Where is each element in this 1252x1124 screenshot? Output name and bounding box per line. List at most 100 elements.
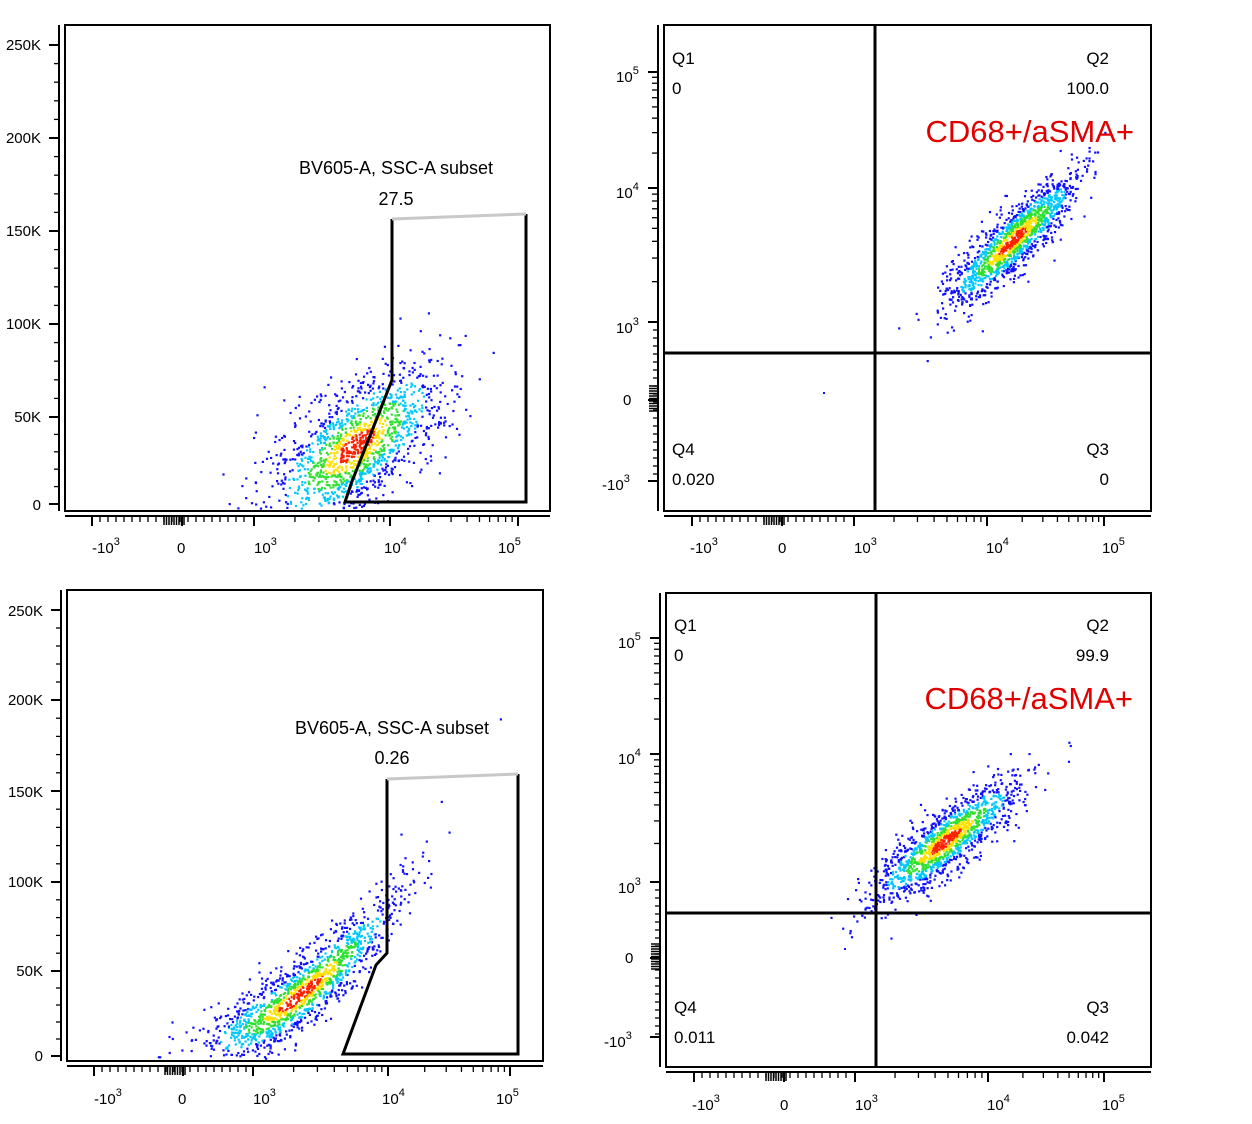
scatter-point bbox=[355, 490, 358, 493]
scatter-point bbox=[397, 459, 400, 462]
scatter-point bbox=[324, 939, 328, 942]
scatter-point bbox=[1052, 214, 1055, 217]
scatter-point bbox=[312, 461, 315, 464]
scatter-point bbox=[279, 994, 283, 997]
scatter-point bbox=[241, 992, 244, 995]
scatter-point bbox=[243, 1036, 247, 1039]
scatter-point bbox=[326, 956, 329, 959]
scatter-point bbox=[276, 480, 279, 483]
scatter-point bbox=[352, 443, 356, 446]
scatter-point bbox=[391, 420, 394, 423]
scatter-point bbox=[1079, 179, 1083, 182]
scatter-point bbox=[943, 832, 946, 835]
scatter-point bbox=[303, 957, 306, 960]
scatter-point bbox=[212, 1048, 216, 1051]
scatter-point bbox=[346, 973, 349, 977]
scatter-point bbox=[377, 480, 380, 484]
scatter-point bbox=[357, 926, 361, 929]
scatter-point bbox=[363, 428, 366, 431]
scatter-point bbox=[1088, 160, 1091, 163]
scatter-point bbox=[389, 393, 392, 396]
scatter-point bbox=[245, 1023, 248, 1026]
scatter-point bbox=[996, 259, 999, 263]
scatter-point bbox=[294, 1049, 297, 1052]
scatter-point bbox=[395, 452, 398, 455]
scatter-point bbox=[1039, 235, 1042, 239]
scatter-point bbox=[286, 973, 289, 977]
scatter-point bbox=[335, 995, 338, 998]
scatter-point bbox=[334, 484, 337, 487]
scatter-point bbox=[1032, 255, 1035, 258]
scatter-point bbox=[911, 867, 914, 871]
scatter-point bbox=[267, 450, 270, 453]
scatter-point bbox=[461, 375, 464, 378]
scatter-point bbox=[306, 490, 309, 493]
scatter-point bbox=[313, 491, 316, 494]
scatter-point bbox=[332, 492, 335, 495]
scatter-point bbox=[390, 420, 393, 423]
scatter-point bbox=[393, 426, 397, 429]
scatter-point bbox=[399, 402, 402, 405]
scatter-point bbox=[294, 1044, 297, 1047]
scatter-point bbox=[292, 448, 295, 451]
y-tick-label: 150K bbox=[8, 784, 43, 801]
scatter-point bbox=[980, 265, 984, 268]
scatter-point bbox=[318, 451, 322, 454]
scatter-point bbox=[339, 963, 342, 966]
scatter-point bbox=[291, 1023, 294, 1026]
scatter-point bbox=[320, 395, 323, 398]
scatter-point bbox=[220, 1040, 223, 1044]
scatter-point bbox=[387, 374, 390, 377]
scatter-point bbox=[279, 974, 282, 977]
scatter-point bbox=[1004, 194, 1007, 197]
scatter-point bbox=[346, 936, 349, 939]
scatter-point bbox=[960, 298, 963, 301]
scatter-point bbox=[1027, 246, 1030, 249]
scatter-point bbox=[227, 1014, 230, 1017]
scatter-point bbox=[362, 375, 366, 378]
scatter-point bbox=[1040, 189, 1043, 192]
scatter-point bbox=[1088, 150, 1091, 153]
scatter-point bbox=[975, 261, 978, 264]
scatter-point bbox=[998, 244, 1002, 247]
scatter-point bbox=[909, 892, 912, 895]
scatter-point bbox=[230, 1053, 233, 1056]
scatter-point bbox=[307, 983, 310, 986]
scatter-point bbox=[280, 970, 283, 973]
scatter-point bbox=[328, 471, 331, 474]
scatter-point bbox=[379, 900, 382, 903]
population-annotation: CD68+/aSMA+ bbox=[926, 114, 1135, 149]
scatter-point bbox=[324, 458, 327, 461]
scatter-point bbox=[333, 956, 336, 959]
scatter-point bbox=[316, 958, 319, 961]
scatter-point bbox=[284, 476, 287, 479]
scatter-point bbox=[320, 986, 323, 989]
scatter-point bbox=[271, 485, 274, 488]
scatter-point bbox=[376, 896, 380, 899]
scatter-point bbox=[346, 945, 349, 949]
scatter-point bbox=[1021, 235, 1024, 238]
scatter-point bbox=[1017, 276, 1020, 279]
scatter-point bbox=[1043, 224, 1047, 227]
scatter-point bbox=[332, 497, 335, 500]
scatter-point bbox=[339, 955, 342, 958]
scatter-point bbox=[398, 387, 401, 390]
y-tick-label: 200K bbox=[6, 130, 41, 147]
scatter-point bbox=[276, 1009, 279, 1013]
scatter-point bbox=[1058, 198, 1061, 201]
scatter-point bbox=[972, 271, 975, 274]
scatter-point bbox=[1009, 245, 1013, 248]
scatter-point bbox=[277, 1028, 280, 1031]
scatter-point bbox=[969, 319, 972, 322]
plot-frame bbox=[64, 24, 551, 512]
scatter-point bbox=[992, 774, 996, 777]
scatter-point bbox=[323, 1007, 326, 1010]
scatter-point bbox=[261, 460, 264, 463]
scatter-point bbox=[1058, 212, 1061, 215]
scatter-point bbox=[254, 1006, 258, 1009]
scatter-point bbox=[1009, 241, 1012, 244]
scatter-point bbox=[353, 455, 356, 458]
scatter-point bbox=[395, 396, 398, 399]
scatter-point bbox=[292, 984, 296, 987]
scatter-point bbox=[1021, 219, 1024, 222]
